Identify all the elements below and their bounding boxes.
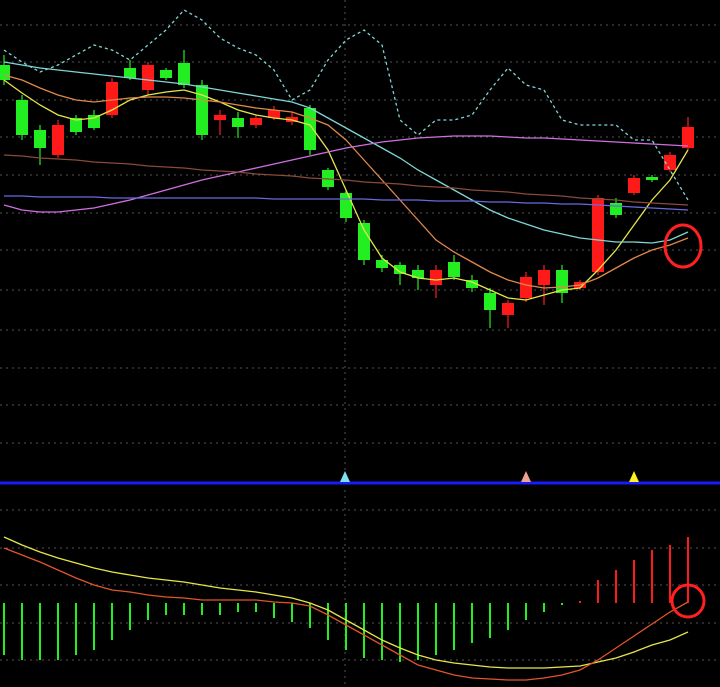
indicator-line: [4, 195, 689, 211]
candle-body: [610, 203, 622, 215]
signal-marker: [629, 471, 639, 482]
candle-body: [124, 68, 136, 78]
indicator-line: [3, 135, 689, 213]
candle-body: [376, 260, 388, 268]
candle-body: [232, 118, 244, 127]
highlight-circle: [670, 583, 706, 619]
candle-body: [538, 270, 550, 285]
candle-body: [70, 118, 82, 132]
candle-body: [358, 223, 370, 260]
candle-body: [106, 82, 118, 115]
indicator-line: [3, 154, 689, 206]
candle-body: [52, 125, 64, 155]
candle-body: [160, 70, 172, 78]
candle-body: [142, 65, 154, 90]
candle-body: [664, 155, 676, 170]
marks: [0, 9, 694, 681]
highlight-circle: [663, 223, 703, 269]
signal-marker: [340, 471, 350, 482]
candle-body: [268, 110, 280, 118]
signal-marker: [521, 471, 531, 482]
candle-body: [520, 277, 532, 298]
candle-body: [412, 270, 424, 278]
indicator-line: [3, 547, 689, 681]
candle-body: [628, 178, 640, 193]
candle-body: [88, 115, 100, 128]
candle-body: [394, 265, 406, 274]
candle-body: [430, 270, 442, 285]
indicator-line: [3, 536, 689, 669]
indicator-line: [3, 79, 689, 301]
candle-body: [214, 115, 226, 120]
candle-body: [682, 127, 694, 148]
indicator-line: [3, 61, 689, 244]
candle-body: [484, 293, 496, 310]
candle-body: [196, 85, 208, 135]
candle-body: [34, 130, 46, 148]
candle-body: [592, 198, 604, 272]
candle-body: [502, 303, 514, 315]
candle-body: [646, 177, 658, 180]
candle-body: [340, 193, 352, 218]
candle-body: [178, 63, 190, 85]
indicator-line: [3, 74, 689, 289]
candle-body: [250, 118, 262, 125]
candle-body: [16, 100, 28, 135]
candle-body: [448, 262, 460, 277]
candle-body: [466, 280, 478, 288]
indicator-line: [3, 9, 689, 201]
candle-body: [0, 65, 10, 80]
candle-body: [304, 108, 316, 150]
